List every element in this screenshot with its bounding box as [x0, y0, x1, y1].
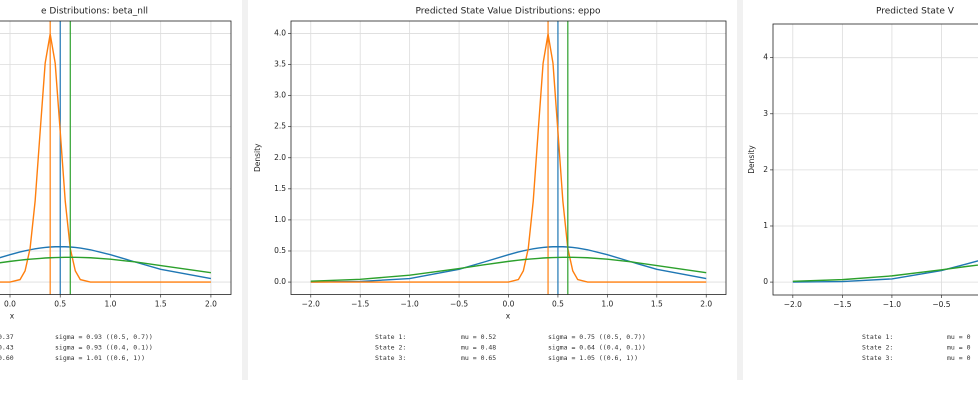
x-axis-label: x — [506, 312, 511, 321]
x-tick-label: 1.0 — [104, 300, 116, 309]
y-tick-label: 0.5 — [274, 246, 286, 255]
plot-frame — [290, 20, 727, 295]
y-tick-label: 2 — [763, 165, 768, 174]
x-tick-label: −2.0 — [302, 300, 320, 309]
y-tick-label: 3.5 — [274, 60, 286, 69]
plot-frame — [772, 23, 978, 296]
annotation-text: mu = 0 — [947, 344, 971, 352]
x-tick-label: 0.5 — [54, 300, 66, 309]
series-line — [310, 256, 707, 282]
annotation-text: 0.60 — [0, 354, 14, 362]
x-axis-label: x — [10, 312, 15, 321]
y-tick-label: 4.0 — [274, 28, 286, 37]
x-tick-label: −1.5 — [351, 300, 369, 309]
panel-gap — [242, 0, 248, 380]
series-line — [0, 245, 212, 280]
series-line — [0, 33, 211, 283]
plot-area — [773, 24, 978, 295]
chart-title: Predicted State V — [876, 7, 955, 17]
chart-title: e Distributions: beta_nll — [41, 7, 148, 17]
annotation-text: mu = 0 — [947, 333, 971, 341]
x-tick-label: 2.0 — [205, 300, 217, 309]
x-tick-label: −0.5 — [450, 300, 468, 309]
series-line — [0, 256, 212, 274]
y-tick-label: 0.0 — [274, 277, 286, 286]
x-tick-label: −0.5 — [932, 300, 950, 309]
annotation-text: State 2: — [862, 344, 893, 352]
plot-frame — [0, 20, 232, 295]
y-tick-label: 1 — [763, 221, 768, 230]
plot-area — [291, 21, 726, 295]
y-tick-label: 2.0 — [274, 153, 286, 162]
x-tick-label: 0.0 — [4, 300, 16, 309]
series-line — [792, 264, 978, 283]
x-tick-label: −1.0 — [883, 300, 901, 309]
y-tick-label: 4 — [763, 53, 768, 62]
annotation-text: sigma = 0.93 ((0.5, 0.7)) — [55, 333, 153, 341]
x-tick-label: 0.5 — [552, 300, 564, 309]
annotation-text: 0.43 — [0, 344, 14, 352]
annotation-text: State 1: — [375, 333, 406, 341]
panel: e Distributions: beta_nll 0.0 0.5 1.0 1.5 2.0… — [0, 7, 232, 362]
x-tick-label: 1.5 — [651, 300, 663, 309]
y-tick-label: 0 — [763, 277, 768, 286]
x-tick-label: 0.0 — [503, 300, 515, 309]
annotation-text: State 3: — [375, 354, 406, 362]
x-tick-label: 1.5 — [155, 300, 167, 309]
annotation-text: mu = 0.52 — [461, 333, 496, 341]
annotation-text: 0.37 — [0, 333, 14, 341]
y-tick-label: 3 — [763, 109, 768, 118]
series-line — [310, 33, 707, 283]
annotation-text: State 3: — [862, 354, 893, 362]
series-line — [310, 245, 707, 283]
y-axis-label: Density — [253, 143, 262, 172]
annotation-text: State 1: — [862, 333, 893, 341]
x-tick-label: −1.0 — [401, 300, 419, 309]
annotation-text: sigma = 0.93 ((0.4, 0.1)) — [55, 344, 153, 352]
panel-gap — [737, 0, 743, 380]
annotation-text: mu = 0 — [947, 354, 971, 362]
x-tick-label: 2.0 — [700, 300, 712, 309]
y-axis-label: Density — [747, 145, 756, 174]
annotation-text: sigma = 0.75 ((0.5, 0.7)) — [548, 333, 646, 341]
x-tick-label: 1.0 — [601, 300, 613, 309]
annotation-text: sigma = 1.01 ((0.6, 1)) — [55, 354, 145, 362]
series-line — [792, 260, 978, 283]
x-tick-label: −2.0 — [784, 300, 802, 309]
annotation-text: State 2: — [375, 344, 406, 352]
panel: Predicted State V −2.0 −1.5 −1.0 −0.5 0 1 2 3 4 De… — [747, 7, 978, 362]
chart-title: Predicted State Value Distributions: epp… — [416, 7, 601, 17]
annotation-text: sigma = 0.64 ((0.4, 0.1)) — [548, 344, 646, 352]
y-tick-label: 1.0 — [274, 215, 286, 224]
y-tick-label: 2.5 — [274, 122, 286, 131]
panel: Predicted State Value Distributions: epp… — [253, 7, 727, 362]
y-tick-label: 1.5 — [274, 184, 286, 193]
y-tick-label: 3.0 — [274, 91, 286, 100]
annotation-text: sigma = 1.05 ((0.6, 1)) — [548, 354, 638, 362]
x-tick-label: −1.5 — [833, 300, 851, 309]
annotation-text: mu = 0.48 — [461, 344, 496, 352]
plot-area — [0, 21, 231, 295]
annotation-text: mu = 0.65 — [461, 354, 496, 362]
